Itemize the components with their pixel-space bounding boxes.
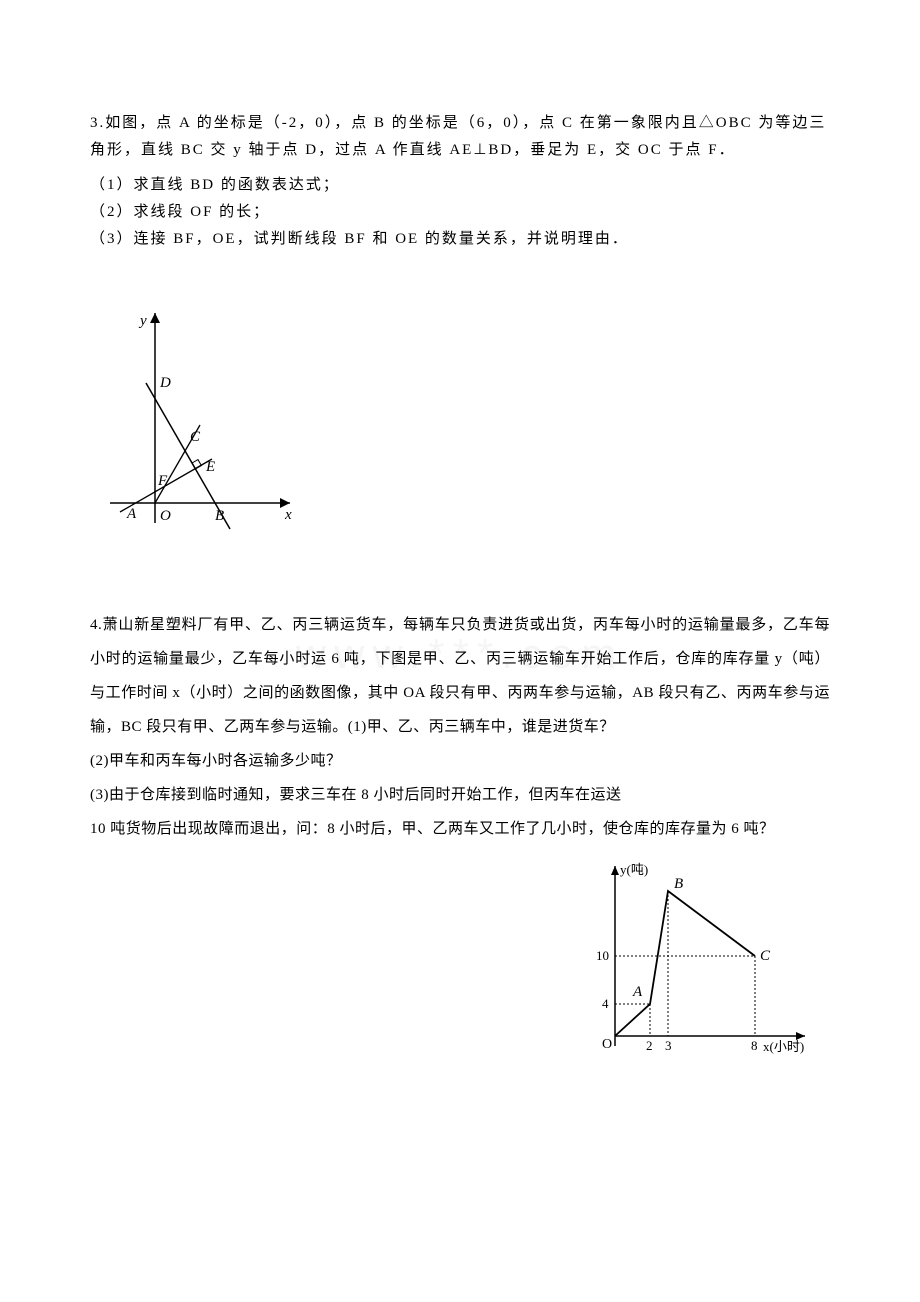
problem3-intro: 3.如图，点 A 的坐标是（-2，0），点 B 的坐标是（6，0），点 C 在第… bbox=[90, 110, 830, 164]
svg-text:E: E bbox=[205, 459, 215, 475]
svg-text:B: B bbox=[674, 876, 683, 892]
svg-text:x: x bbox=[284, 507, 292, 523]
svg-text:8: 8 bbox=[751, 1038, 758, 1053]
problem3-figure: A O B C D E F x y bbox=[100, 303, 830, 548]
svg-text:O: O bbox=[602, 1037, 612, 1052]
svg-text:B: B bbox=[215, 508, 224, 524]
problem4-sub3: (3)由于仓库接到临时通知，要求三车在 8 小时后同时开始工作，但丙车在运送 bbox=[90, 778, 830, 812]
svg-text:D: D bbox=[159, 375, 171, 391]
svg-text:10: 10 bbox=[596, 948, 609, 963]
svg-text:x(小时): x(小时) bbox=[763, 1039, 804, 1054]
svg-text:y(吨): y(吨) bbox=[620, 862, 648, 877]
problem3-sub3: （3）连接 BF，OE，试判断线段 BF 和 OE 的数量关系，并说明理由． bbox=[90, 226, 830, 253]
problem4-sub3b: 10 吨货物后出现故障而退出，问：8 小时后，甲、乙两车又工作了几小时，使仓库的… bbox=[90, 812, 830, 846]
problem4-sub2: (2)甲车和丙车每小时各运输多少吨？ bbox=[90, 744, 830, 778]
svg-text:4: 4 bbox=[602, 996, 609, 1011]
svg-text:3: 3 bbox=[665, 1038, 672, 1053]
svg-text:O: O bbox=[160, 508, 171, 524]
problem4-figure: O 2 3 8 4 10 A B C y(吨) x(小时) bbox=[580, 856, 820, 1071]
svg-text:A: A bbox=[126, 506, 137, 522]
svg-text:y: y bbox=[138, 313, 147, 329]
svg-text:C: C bbox=[190, 429, 201, 445]
svg-text:2: 2 bbox=[646, 1038, 653, 1053]
svg-text:F: F bbox=[157, 473, 168, 489]
problem4-intro: 4.萧山新星塑料厂有甲、乙、丙三辆运货车，每辆车只负责进货或出货，丙车每小时的运… bbox=[90, 608, 830, 744]
svg-text:C: C bbox=[760, 948, 771, 964]
svg-text:A: A bbox=[632, 984, 643, 1000]
problem3-sub2: （2）求线段 OF 的长； bbox=[90, 199, 830, 226]
problem3-sub1: （1）求直线 BD 的函数表达式； bbox=[90, 172, 830, 199]
